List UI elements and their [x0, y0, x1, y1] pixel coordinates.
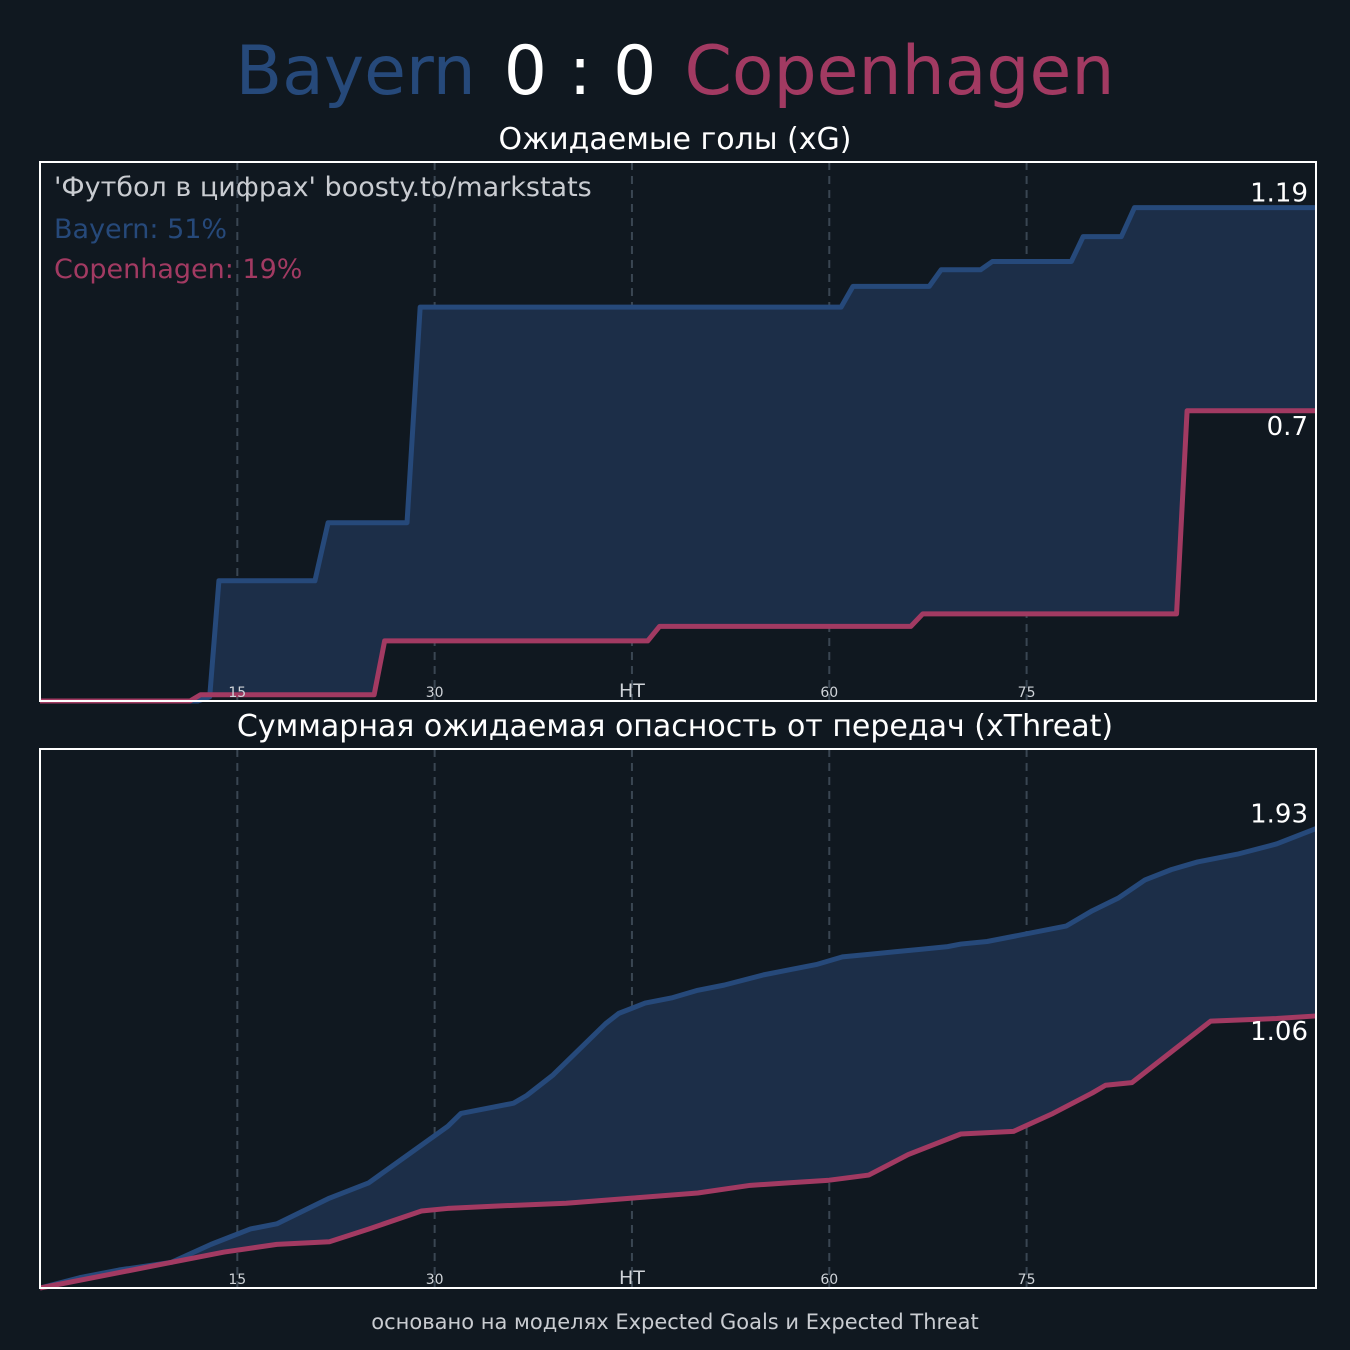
x-tick-label: HT — [619, 680, 645, 702]
xg-difference-area — [40, 207, 1316, 701]
away-end-value: 1.06 — [1250, 1017, 1308, 1047]
credit-text: 'Футбол в цифрах' boosty.to/markstats — [54, 172, 592, 203]
series-line-home — [39, 826, 1317, 1291]
away-win-probability: Copenhagen: 19% — [54, 254, 302, 285]
x-tick-label: 75 — [1018, 685, 1036, 701]
match-header: Bayern 0 : 0 Copenhagen — [0, 30, 1350, 114]
home-end-value: 1.93 — [1250, 800, 1308, 830]
x-tick-label: 60 — [820, 685, 838, 701]
match-score: 0 : 0 — [503, 32, 657, 111]
away-end-value: 0.7 — [1267, 412, 1308, 442]
home-end-value: 1.19 — [1250, 179, 1308, 209]
home-win-probability: Bayern: 51% — [54, 214, 227, 245]
xg-difference-area — [40, 828, 1316, 1288]
x-tick-label: 30 — [426, 1272, 444, 1288]
xg-chart: 15 30 HT 60 75 1.19 0.7 'Футбол в цифрах' boost… — [39, 161, 1317, 704]
footer-note: основано на моделях Expected Goals и Exp… — [371, 1310, 979, 1334]
series-line-away — [39, 1013, 1317, 1291]
xthreat-chart: 15 30 HT 60 75 1.93 1.06 — [39, 748, 1317, 1291]
x-tick-label: HT — [619, 1267, 645, 1289]
plot-frame — [39, 161, 1317, 702]
x-tick-label: 30 — [426, 685, 444, 701]
series-line-away — [40, 408, 1316, 704]
series-line-home — [40, 205, 1316, 704]
x-tick-label: 60 — [820, 1272, 838, 1288]
away-team-name: Copenhagen — [684, 32, 1115, 111]
x-tick-label: 15 — [228, 1272, 246, 1288]
home-team-name: Bayern — [235, 32, 476, 111]
x-tick-label: 75 — [1018, 1272, 1036, 1288]
plot-frame — [39, 748, 1317, 1289]
x-tick-label: 15 — [228, 685, 246, 701]
xthreat-chart-title: Суммарная ожидаемая опасность от передач… — [236, 709, 1114, 744]
xg-chart-title: Ожидаемые голы (xG) — [498, 122, 852, 157]
